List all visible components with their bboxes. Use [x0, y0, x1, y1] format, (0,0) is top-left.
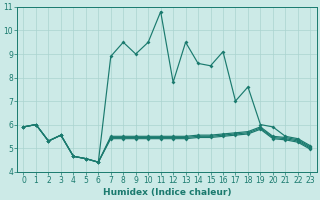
X-axis label: Humidex (Indice chaleur): Humidex (Indice chaleur)	[103, 188, 231, 197]
